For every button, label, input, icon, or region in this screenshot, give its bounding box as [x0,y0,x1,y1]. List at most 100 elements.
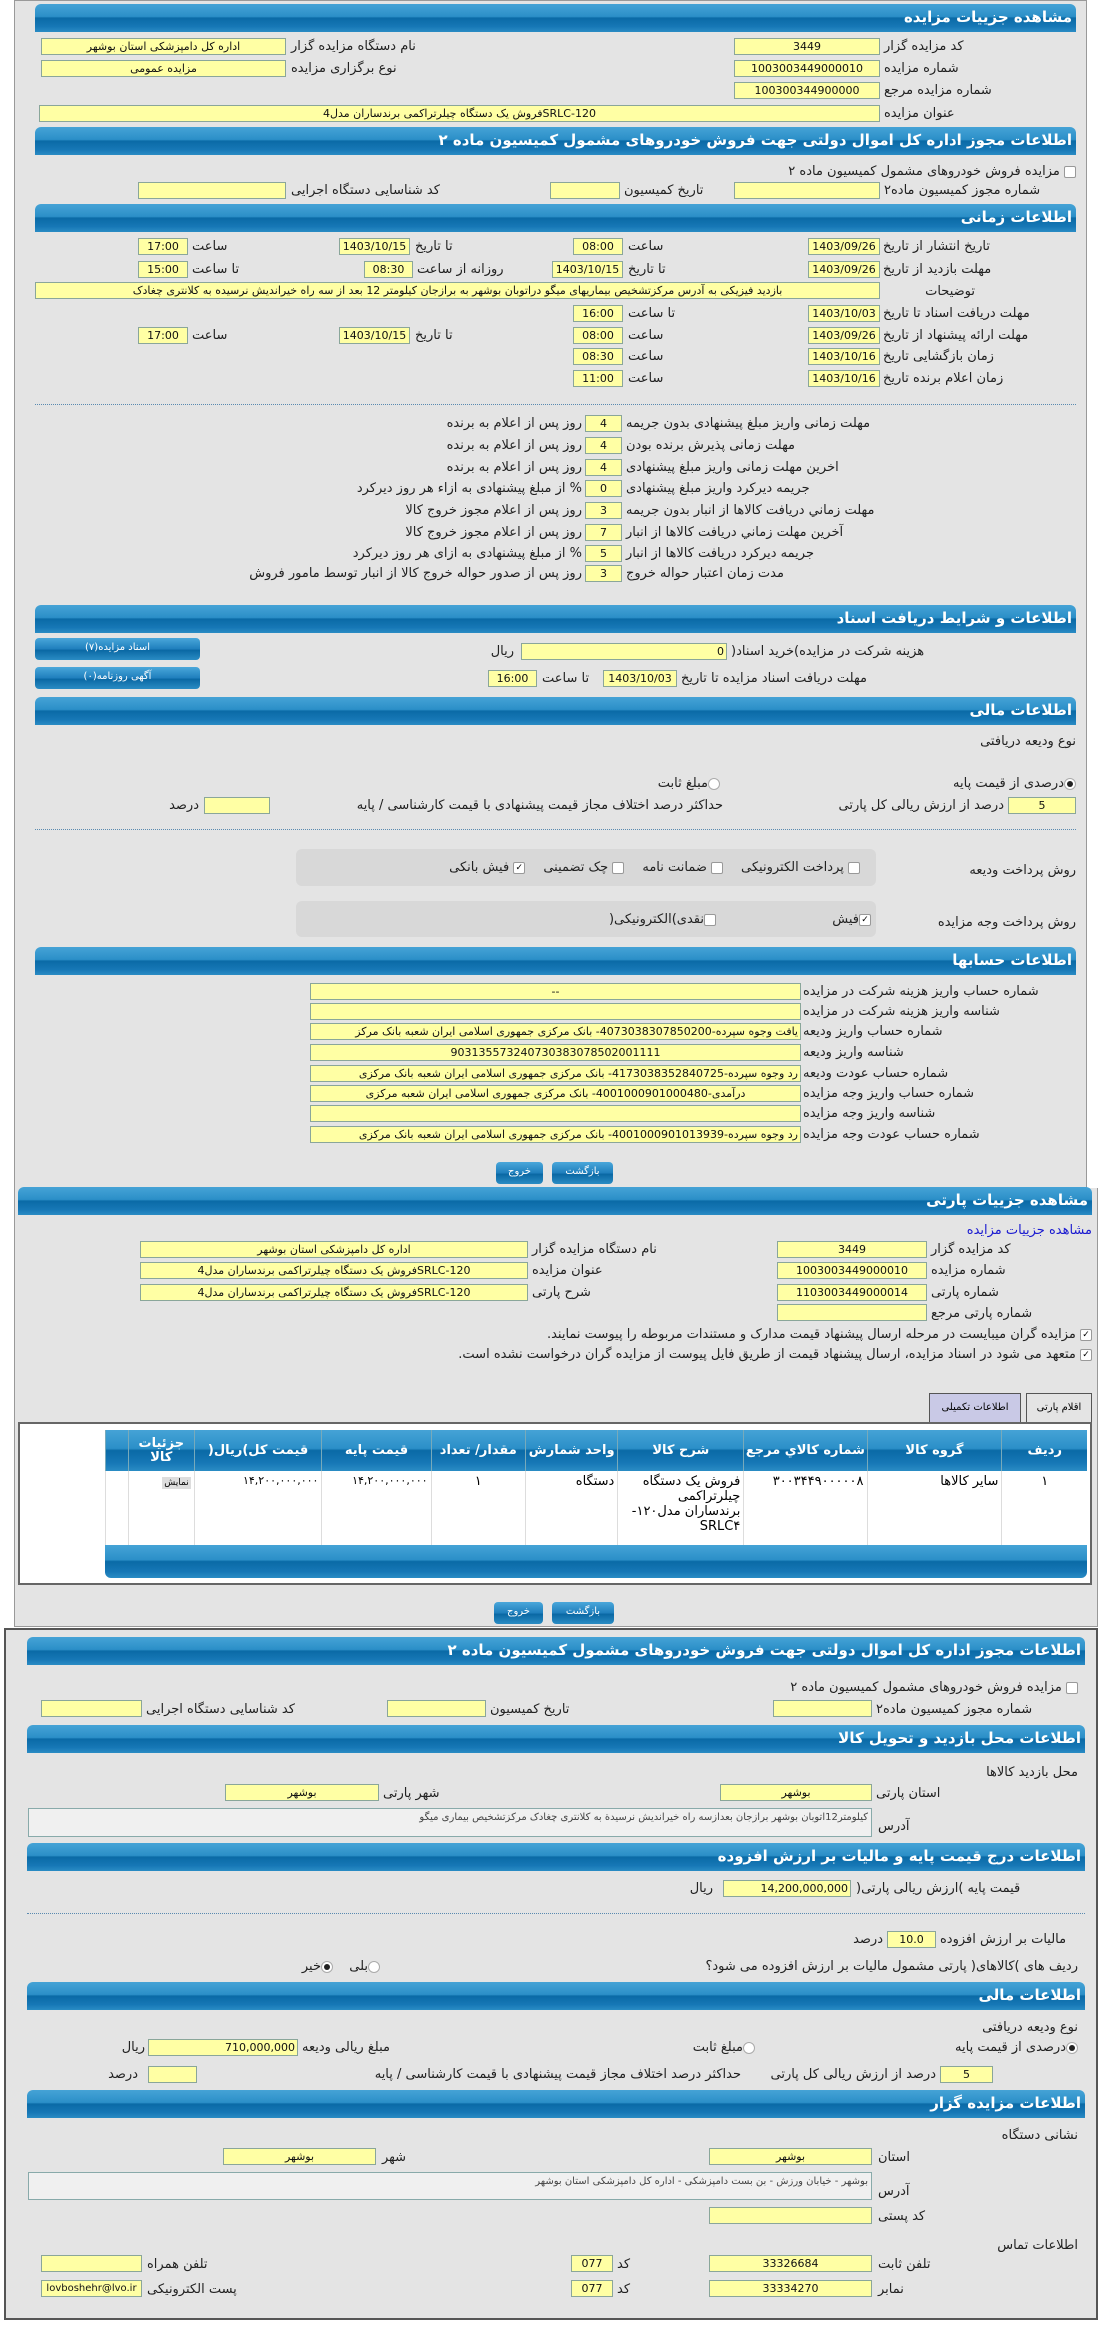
auction-number-field[interactable]: 1003003449000010 [777,1262,927,1279]
account-field[interactable]: 903135573240730383078502001111 [310,1044,801,1061]
daily-from-time[interactable]: 08:30 [364,261,413,278]
exit-button[interactable]: خروج [494,1602,543,1624]
lot-ref-field[interactable] [777,1304,927,1321]
deadline-value[interactable]: 3 [585,565,622,582]
publish-from-time[interactable]: 08:00 [573,238,623,255]
docs-deadline-time[interactable]: 16:00 [573,305,623,322]
fixed-option[interactable]: مبلغ ثابت [658,775,720,792]
no-file-offer-check[interactable]: ✓ متعهد می شود در اسناد مزایده، ارسال پی… [458,1346,1092,1363]
checkbox-checked[interactable]: ✓ [859,913,871,926]
winner-time[interactable]: 11:00 [573,370,623,387]
fax-field[interactable]: 33334270 [709,2280,872,2297]
publish-to-date[interactable]: 1403/10/15 [339,238,410,255]
postal-code-field[interactable] [709,2207,872,2224]
org-name-field[interactable]: اداره کل دامپزشکی استان بوشهر [41,38,286,55]
auction-subject-field[interactable]: SRLC-120فروش یک دستگاه چیلرتراکمی برندسا… [39,105,880,122]
commission-date-field[interactable] [550,182,620,199]
fixed-option[interactable]: مبلغ ثابت [693,2039,755,2056]
publish-to-time[interactable]: 17:00 [138,238,188,255]
deposit-amount-field[interactable]: 710,000,000 [148,2039,298,2056]
exit-button[interactable]: خروج [496,1162,543,1184]
no-radio[interactable] [321,1960,333,1973]
vat-field[interactable]: 10.0 [887,1931,936,1948]
back-button[interactable]: بازگشت [552,1602,614,1624]
checkbox[interactable] [612,861,625,874]
fixed-radio[interactable] [743,2041,755,2054]
daily-to-time[interactable]: 15:00 [138,261,188,278]
visit-to-date[interactable]: 1403/10/15 [552,261,623,278]
vat-yes-option[interactable]: بلی [349,1958,380,1975]
vat-no-option[interactable]: خیر [302,1958,333,1975]
docs-deadline-date[interactable]: 1403/10/03 [603,670,677,687]
checkbox[interactable] [711,861,724,874]
phone-code-field[interactable]: 077 [571,2255,613,2272]
fixed-radio[interactable] [708,777,720,790]
back-button[interactable]: بازگشت [552,1162,613,1184]
commission-date-field[interactable] [387,1700,486,1717]
exec-code-field[interactable] [41,1700,142,1717]
account-field[interactable]: رد وجوه سپرده-4001000901013939- بانک مرک… [310,1126,801,1143]
opening-date[interactable]: 1403/10/16 [808,348,880,365]
deadline-value[interactable]: 0 [585,480,622,497]
checkbox[interactable] [848,861,860,874]
max-diff-field[interactable] [204,797,270,814]
view-auction-link[interactable]: مشاهده جزییات مزایده [966,1223,1092,1238]
auction-documents-button[interactable]: اسناد مزایده(۷) [35,638,200,660]
address-field[interactable]: کیلومتر12اتوبان بوشهر برازجان بعدازسه را… [28,1808,872,1837]
attach-docs-check[interactable]: ✓ مزایده گران میبایست در مرحله ارسال پیش… [547,1326,1092,1343]
yes-radio[interactable] [368,1960,380,1973]
org-name-field[interactable]: اداره کل دامپزشکی استان بوشهر [140,1241,528,1258]
offer-from-time[interactable]: 08:00 [573,327,623,344]
tab-lot-items[interactable]: اقلام پارتی [1026,1393,1092,1422]
newspaper-ads-button[interactable]: آگهی روزنامه(۰) [35,667,200,689]
permit-checkbox[interactable] [1064,165,1076,178]
deposit-percent-field[interactable]: 5 [940,2066,993,2083]
auction-ref-field[interactable]: 100300344900000 [734,82,880,99]
checkbox-checked[interactable]: ✓ [1080,1328,1092,1341]
base-price-field[interactable]: 14,200,000,000 [723,1880,851,1897]
account-field[interactable]: -- [310,983,801,1000]
tab-extra-info[interactable]: اطلاعات تکمیلی [929,1393,1021,1422]
auction-type-field[interactable]: مزایده عمومی [41,60,286,77]
deadline-value[interactable]: 3 [585,502,622,519]
opening-time[interactable]: 08:30 [573,348,623,365]
province-field[interactable]: بوشهر [709,2148,872,2165]
publish-from-date[interactable]: 1403/09/26 [808,238,880,255]
percent-radio[interactable] [1066,2041,1078,2054]
mobile-field[interactable] [41,2255,142,2272]
deadline-value[interactable]: 4 [585,459,622,476]
exec-code-field[interactable] [138,182,286,199]
deadline-value[interactable]: 4 [585,415,622,432]
phone-field[interactable]: 33326684 [709,2255,872,2272]
permit-checkbox-row[interactable]: مزایده فروش خودروهای مشمول کمیسیون ماده … [788,163,1076,180]
deposit-method-bank-slip[interactable]: ✓ فیش بانکی [449,859,526,876]
winner-date[interactable]: 1403/10/16 [808,370,880,387]
auction-code-field[interactable]: 3449 [734,38,880,55]
fax-code-field[interactable]: 077 [571,2280,613,2297]
lot-desc-field[interactable]: SRLC-120فروش یک دستگاه چیلرتراکمی برندسا… [140,1284,528,1301]
docs-deadline-time[interactable]: 16:00 [488,670,537,687]
deadline-value[interactable]: 7 [585,524,622,541]
permit-number-field[interactable] [773,1700,872,1717]
deposit-method-electronic[interactable]: پرداخت الکترونیکی [741,859,860,876]
account-field[interactable] [310,1003,801,1020]
province-field[interactable]: بوشهر [720,1784,872,1801]
offer-to-date[interactable]: 1403/10/15 [339,327,410,344]
auction-code-field[interactable]: 3449 [777,1241,927,1258]
percent-option[interactable]: درصدی از قیمت پایه [955,2039,1078,2056]
offer-to-time[interactable]: 17:00 [138,327,188,344]
account-field[interactable]: درآمدی-4001000901000480- بانک مرکزی جمهو… [310,1085,801,1102]
account-field[interactable] [310,1105,801,1122]
checkbox-checked[interactable]: ✓ [513,861,526,874]
fee-field[interactable]: 0 [521,643,727,660]
permit-checkbox-row[interactable]: مزایده فروش خودروهای مشمول کمیسیون ماده … [790,1679,1078,1696]
permit-checkbox[interactable] [1066,1681,1078,1694]
deadline-value[interactable]: 5 [585,545,622,562]
percent-radio[interactable] [1064,777,1076,790]
description-field[interactable]: بازدید فیزیکی به آدرس مرکزتشخیص بیماریها… [35,282,880,299]
auction-number-field[interactable]: 1003003449000010 [734,60,880,77]
account-field[interactable]: رد وجوه سپرده-4173038352840725- بانک مرک… [310,1065,801,1082]
deposit-percent-field[interactable]: 5 [1008,797,1076,814]
checkbox[interactable] [704,913,716,926]
offer-from-date[interactable]: 1403/09/26 [808,327,880,344]
